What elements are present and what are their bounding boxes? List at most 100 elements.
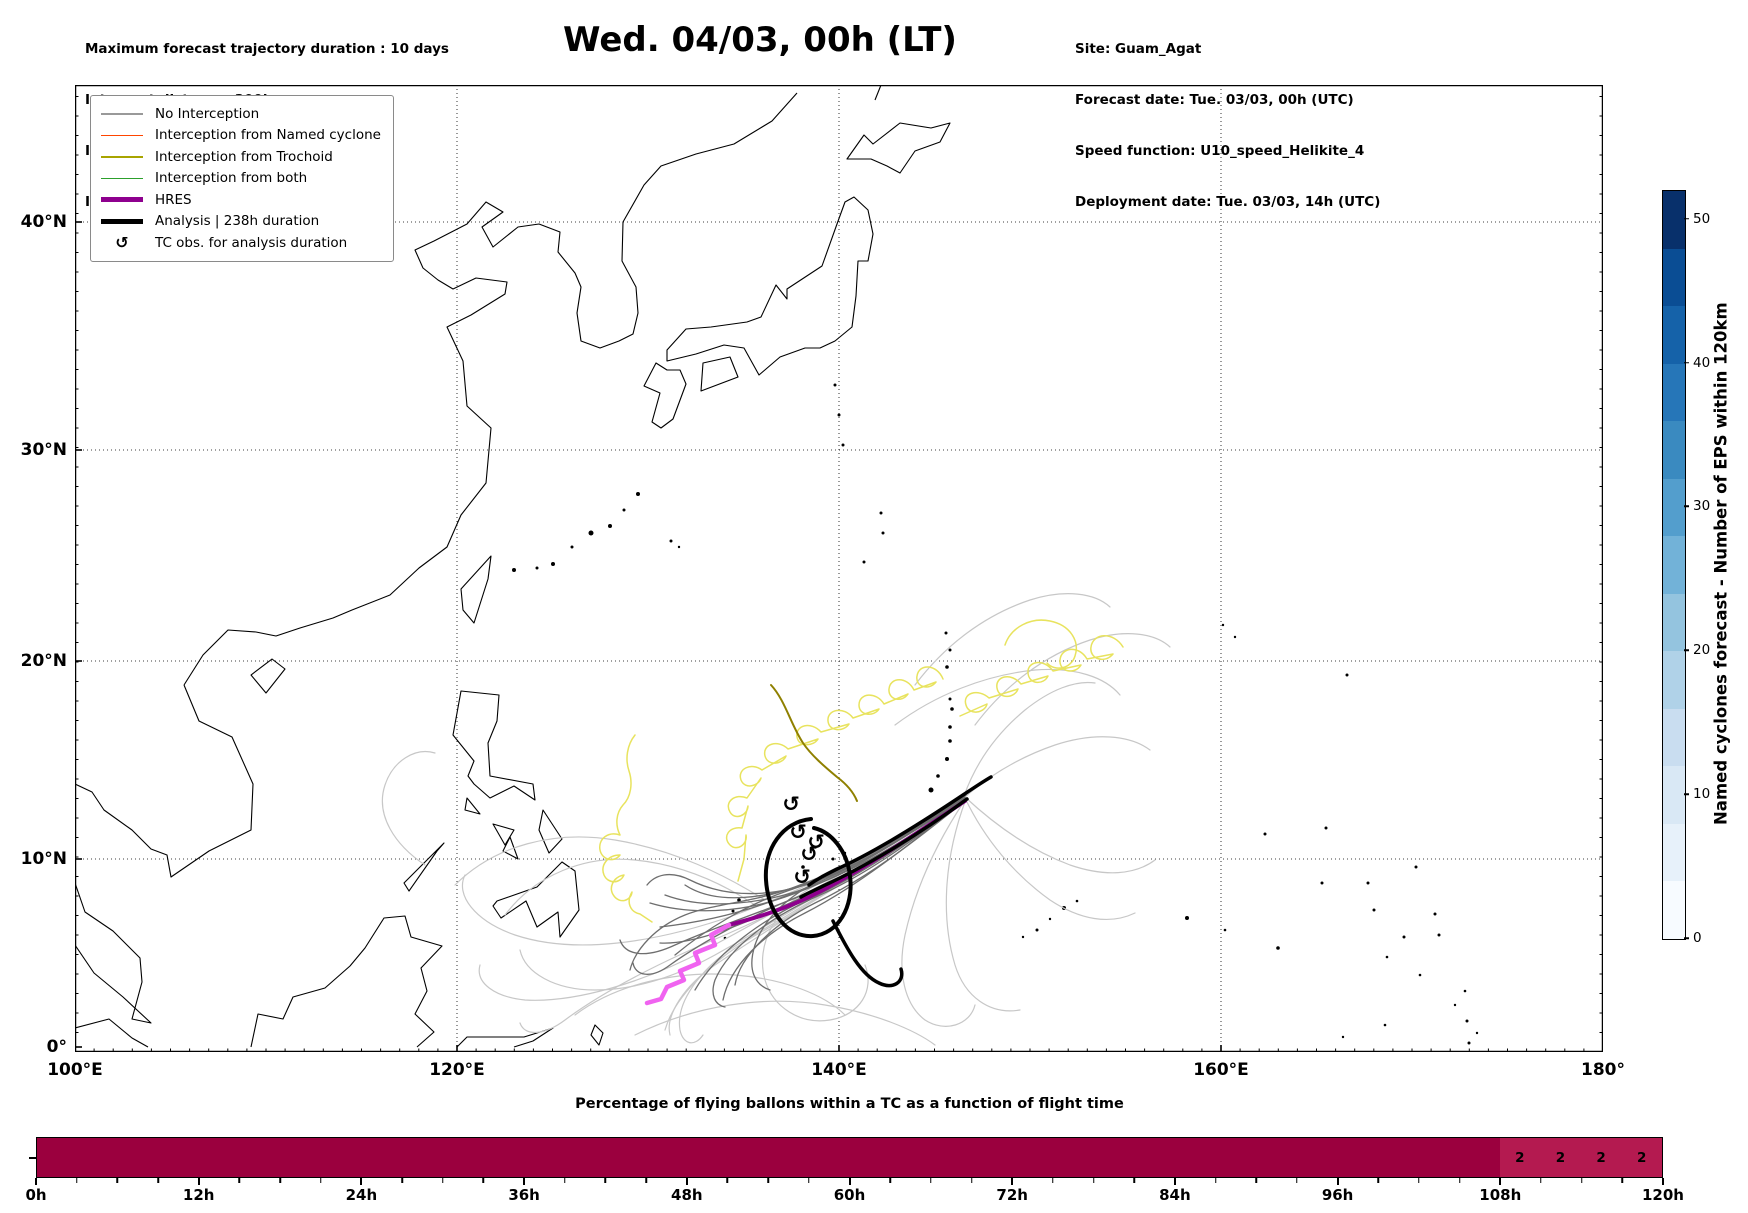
x-axis-tick <box>1540 1178 1542 1183</box>
island-dot <box>1383 1023 1387 1027</box>
header-max-duration: Maximum forecast trajectory duration : 1… <box>85 41 449 57</box>
colorbar-step <box>1663 766 1685 824</box>
trajectory-path <box>659 799 964 944</box>
trajectory-path <box>734 800 966 986</box>
trajectory-path <box>751 797 967 991</box>
colorbar-tick-label: 20 <box>1693 642 1711 659</box>
map-plot-area: ↺↺↺↺↺ <box>75 85 1603 1052</box>
island-dot <box>1276 946 1280 950</box>
legend-item: HRES <box>101 189 381 211</box>
x-axis-tick <box>482 1178 485 1183</box>
x-axis-tick <box>1052 1178 1054 1183</box>
island-dot <box>1402 935 1406 939</box>
x-axis-tick <box>1255 1178 1257 1183</box>
trajectory-map: ↺ ↺ ↺ ↺ ↺ <box>75 85 1603 1052</box>
x-axis-tick-label: 0h <box>25 1186 47 1204</box>
island-dot <box>1475 1031 1479 1035</box>
island-dot <box>1320 881 1324 885</box>
x-axis-tick <box>970 1178 973 1183</box>
legend-line-swatch <box>101 156 143 158</box>
tc-obs-symbol: ↺ <box>793 865 811 889</box>
legend-item: ↺ TC obs. for analysis duration <box>101 232 381 254</box>
coastline-path <box>460 555 492 624</box>
x-axis-tick <box>1336 1178 1339 1185</box>
island-dot <box>1223 928 1227 932</box>
x-axis-tick-label: 48h <box>671 1186 703 1204</box>
x-axis-tick <box>1499 1178 1502 1185</box>
x-axis-tick <box>1011 1178 1014 1185</box>
legend-line-swatch <box>101 134 143 136</box>
colorbar-tick <box>1684 937 1689 939</box>
colorbar-tick <box>1684 361 1689 364</box>
x-axis-tick <box>1580 1178 1583 1183</box>
colorbar-step <box>1663 593 1685 652</box>
segment-value-label: 2 <box>1596 1149 1606 1166</box>
segment-value-label: 2 <box>1637 1149 1647 1166</box>
x-axis-tick <box>808 1178 810 1183</box>
island-dot <box>1263 832 1267 836</box>
x-axis-tick <box>1418 1178 1420 1183</box>
header-deployment-date: Deployment date: Tue. 03/03, 14h (UTC) <box>1075 194 1381 210</box>
coastline-path <box>590 1024 604 1046</box>
x-axis-tick <box>319 1178 322 1183</box>
legend-item-label: No Interception <box>155 105 260 122</box>
colorbar-step <box>1663 478 1685 537</box>
colorbar-step <box>1663 823 1685 882</box>
timeline-bar-segment: 2 <box>1621 1138 1663 1177</box>
island-dot <box>737 898 741 902</box>
x-axis-tick <box>238 1178 241 1183</box>
trajectory-path <box>914 593 1111 686</box>
x-axis-tick <box>1621 1178 1624 1183</box>
tc-obs-symbol: ↺ <box>789 820 807 844</box>
x-axis-tick <box>157 1178 159 1183</box>
colorbar-step <box>1663 363 1685 422</box>
colorbar-tick-label: 30 <box>1693 498 1711 515</box>
legend-line-swatch <box>101 177 143 179</box>
x-axis-tick-label: 180° <box>1581 1060 1625 1080</box>
legend-item: No Interception <box>101 103 381 125</box>
x-axis-tick-label: 72h <box>996 1186 1028 1204</box>
coastline-path <box>846 122 951 174</box>
timeline-bar-segment <box>37 1138 1500 1177</box>
trajectory-path <box>807 775 993 887</box>
legend-item: Interception from Named cyclone <box>101 125 381 147</box>
legend-item-label: HRES <box>155 191 192 208</box>
island-dot <box>512 568 516 572</box>
island-dot <box>1463 989 1467 993</box>
trajectory-path <box>964 736 1151 798</box>
timeline-bar-segment: 2 <box>1540 1138 1581 1177</box>
colorbar-tick <box>1684 793 1689 795</box>
x-axis-tick <box>197 1178 200 1185</box>
island-dot <box>1221 623 1225 627</box>
tc-obs-symbol: ↺ <box>800 842 818 866</box>
colorbar-step <box>1663 306 1685 364</box>
trajectory-path <box>945 798 1021 1012</box>
legend-line-swatch <box>101 156 143 158</box>
x-axis-tick-label: 100°E <box>47 1060 103 1080</box>
header-forecast-date: Forecast date: Tue. 03/03, 00h (UTC) <box>1075 92 1354 108</box>
x-axis-tick-label: 24h <box>345 1186 378 1204</box>
island-dot <box>1437 933 1441 937</box>
island-dot <box>636 492 640 496</box>
x-axis-tick <box>1133 1178 1135 1183</box>
x-axis-tick <box>360 1178 363 1185</box>
segment-value-label: 2 <box>1515 1149 1525 1166</box>
coastline-path <box>75 684 254 878</box>
colorbar-step <box>1663 191 1685 249</box>
island-dot <box>1341 1035 1345 1039</box>
trajectory-path <box>381 751 436 866</box>
x-axis-tick <box>848 1178 851 1185</box>
island-dot <box>944 631 948 635</box>
trajectory-path <box>763 817 853 939</box>
island-dot <box>945 757 949 761</box>
map-legend: No Interception Interception from Named c… <box>90 95 394 262</box>
trajectory-path <box>454 836 766 901</box>
trajectory-path <box>725 666 944 882</box>
y-axis-tick-label: 40°N <box>20 212 67 232</box>
header-right-block: Site: Guam_Agat Forecast date: Tue. 03/0… <box>1075 7 1380 245</box>
trajectory-path <box>901 799 976 1027</box>
colorbar-step <box>1663 248 1685 307</box>
x-axis-tick <box>1662 1178 1664 1185</box>
island-dot <box>1433 912 1437 916</box>
